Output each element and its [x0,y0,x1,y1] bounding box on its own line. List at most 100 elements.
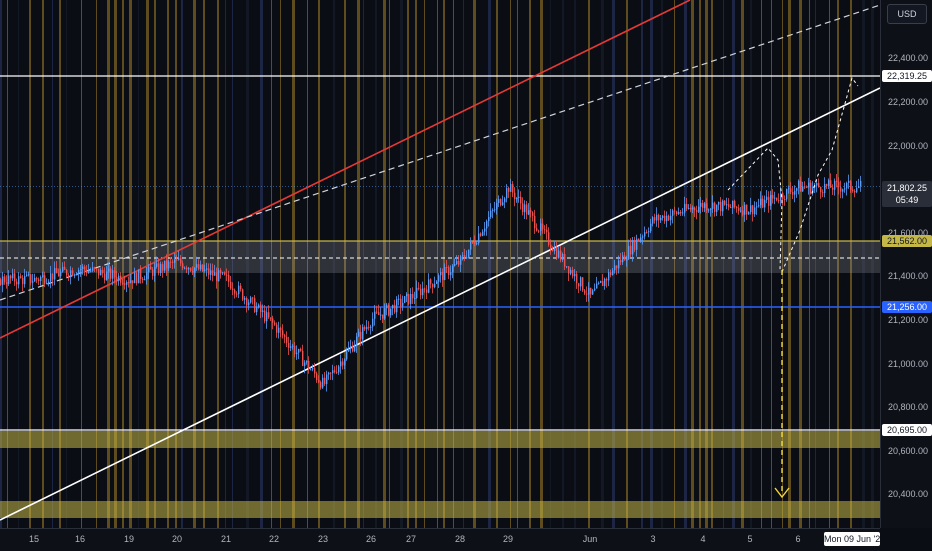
candle-body [180,258,182,264]
candle-body [660,217,662,221]
candle-body [334,370,336,372]
time-tick: 19 [123,534,135,544]
candle-body [202,264,204,272]
candle-body [516,197,518,200]
candle-body [244,298,246,300]
candle-body [14,273,16,282]
candle-body [552,248,554,252]
candle-body [274,322,276,325]
candle-body [228,274,230,282]
candle-body [324,377,326,384]
candle-body [778,200,780,202]
session-band [66,0,67,528]
candle-body [230,281,232,289]
candle-body [410,293,412,304]
candle-body [150,266,152,270]
candle-body [578,283,580,287]
candle-body [242,289,244,300]
candle-body [88,270,90,273]
candle-body [790,188,792,193]
session-band [453,0,454,528]
candle-body [486,221,488,229]
candle-body [560,250,562,260]
candle-body [316,373,318,381]
candle-body [708,209,710,211]
session-band [741,0,744,528]
candle-body [712,202,714,209]
candle-body [206,268,208,270]
session-band [122,0,124,528]
candle-body [134,272,136,284]
candle-body [804,186,806,188]
candle-body [238,285,240,295]
candle-body [70,270,72,278]
price-tick: 21,000.00 [888,359,929,369]
price-chart-svg[interactable] [0,0,880,528]
candle-body [348,348,350,352]
candle-body [810,182,812,194]
candle-body [40,277,42,281]
candle-body [422,288,424,296]
candle-body [766,196,768,200]
chart-plot-area[interactable] [0,0,880,528]
candle-body [442,272,444,280]
candle-body [704,203,706,208]
candle-body [562,253,564,260]
candle-body [378,312,380,316]
candle-body [292,345,294,347]
candle-body [464,255,466,258]
candle-body [626,259,628,261]
candle-body [534,215,536,229]
candle-body [188,267,190,270]
candle-body [504,198,506,203]
candle-body [824,183,826,194]
candle-body [240,285,242,290]
candle-body [482,231,484,236]
candle-body [526,204,528,215]
candle-body [662,215,664,218]
candle-body [128,282,130,284]
candle-body [332,370,334,374]
session-band [424,0,425,528]
candle-body [328,372,330,375]
session-band [684,0,687,528]
candle-body [786,188,788,200]
crosshair-time-label: Mon 09 Jun '25 [824,532,880,546]
zone-yellow-20400 [0,501,880,518]
time-axis[interactable]: 15 16 19 20 21 22 23 26 27 28 29 Jun 3 4… [0,528,880,551]
session-band [650,0,653,528]
candle-body [742,210,744,215]
candle-body [186,267,188,270]
candle-body [38,279,40,281]
candle-body [20,276,22,278]
candle-body [276,324,278,333]
candle-body [326,374,328,384]
session-band [837,0,839,528]
candle-body [44,275,46,284]
session-band [0,0,2,528]
candle-body [270,317,272,319]
currency-label[interactable]: USD [887,4,927,24]
candle-body [448,267,450,276]
candle-body [602,281,604,286]
price-axis[interactable]: USD 22,400.00 22,200.00 22,000.00 21,600… [880,0,932,528]
time-tick: 22 [268,534,280,544]
candle-body [620,260,622,263]
candle-body [0,279,2,285]
session-band [232,0,233,528]
candle-body [696,210,698,212]
time-tick: 27 [405,534,417,544]
session-band [750,0,752,528]
candle-body [616,265,618,269]
candle-body [454,263,456,266]
candle-body [4,276,6,283]
candle-body [278,327,280,333]
candle-body [460,256,462,265]
candle-body [114,270,116,278]
candle-body [398,298,400,300]
candle-body [564,253,566,267]
candle-body [208,268,210,275]
candle-body [836,180,838,182]
candle-body [196,264,198,268]
